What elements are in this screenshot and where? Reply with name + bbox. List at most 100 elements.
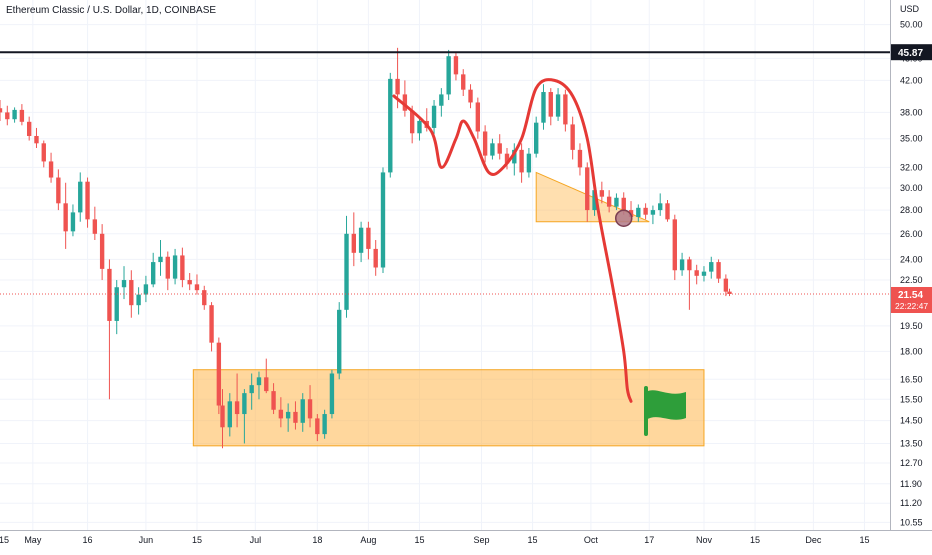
candle-body — [158, 256, 163, 263]
candles — [0, 47, 732, 449]
drawings — [0, 51, 890, 436]
x-tick-label: Aug — [360, 535, 376, 545]
x-tick-label: 15 — [859, 535, 869, 545]
resistance-price-tag — [891, 44, 932, 61]
candle-body — [417, 120, 422, 134]
last-price-tag — [891, 286, 932, 313]
x-tick-label: 15 — [750, 535, 760, 545]
candle-body — [709, 262, 714, 272]
candle-body — [34, 135, 39, 144]
candle-body — [534, 122, 539, 154]
y-tick-label: 24.00 — [900, 254, 923, 264]
candle-body — [194, 284, 200, 291]
support-zone-layer — [192, 171, 705, 447]
candle-body — [497, 143, 502, 154]
y-axis-unit: USD — [900, 4, 920, 14]
breakdown-marker — [614, 209, 633, 227]
candle-body — [344, 233, 349, 310]
candle-body — [70, 212, 76, 232]
candle-body — [202, 290, 207, 306]
candle-body — [614, 197, 619, 207]
candle-body — [278, 409, 284, 419]
candle-body — [643, 207, 648, 215]
y-tick-label: 50.00 — [900, 20, 923, 30]
candle-body — [307, 399, 313, 419]
candle-body — [570, 124, 575, 150]
x-tick-label: 15 — [0, 535, 9, 545]
x-tick-label: Oct — [584, 535, 599, 545]
candle-body — [165, 256, 170, 279]
candle-body — [504, 153, 510, 164]
resistance-price-label: 45.87 — [898, 48, 923, 59]
candle-body — [694, 270, 699, 276]
candle-body — [242, 393, 247, 415]
candle-body — [234, 401, 240, 415]
candle-body — [227, 401, 232, 428]
candle-body — [468, 89, 473, 103]
candle-body — [63, 203, 68, 232]
candle-body — [402, 94, 408, 111]
candle-body — [526, 153, 532, 173]
y-tick-label: 35.00 — [900, 134, 923, 144]
x-tick-label: 17 — [644, 535, 654, 545]
candle-body — [380, 172, 386, 268]
x-tick-label: 15 — [192, 535, 202, 545]
candle-body — [672, 219, 677, 271]
chart-title: Ethereum Classic / U.S. Dollar, 1D, COIN… — [6, 5, 217, 16]
candle-body — [461, 74, 466, 90]
x-tick-label: Jul — [250, 535, 262, 545]
candle-body — [136, 294, 141, 306]
candle-body — [482, 131, 488, 156]
candle-body — [727, 291, 732, 294]
last-price-label: 21.54 — [898, 290, 923, 301]
candle-body — [85, 181, 90, 220]
candle-body — [209, 305, 214, 343]
candle-body — [395, 78, 400, 95]
countdown-label: 22:22:47 — [895, 301, 928, 311]
y-tick-label: 32.00 — [900, 162, 923, 172]
candle-body — [337, 309, 342, 374]
y-tick-label: 13.50 — [900, 438, 923, 448]
candle-body — [285, 411, 291, 419]
candle-body — [716, 262, 721, 279]
x-tick-label: 15 — [528, 535, 538, 545]
candle-body — [585, 167, 590, 211]
candle-body — [19, 109, 25, 122]
candle-body — [519, 149, 524, 173]
candle-body — [606, 196, 612, 207]
x-tick-label: Nov — [696, 535, 713, 545]
candle-body — [92, 219, 98, 234]
candle-body — [315, 418, 320, 435]
y-tick-label: 28.00 — [900, 205, 923, 215]
candle-body — [300, 399, 305, 423]
candle-body — [129, 280, 134, 306]
gridlines — [0, 0, 890, 530]
y-tick-label: 11.20 — [900, 498, 922, 508]
flag-icon — [646, 390, 686, 420]
candle-body — [373, 248, 378, 268]
candle-body — [636, 207, 641, 218]
candle-body — [220, 405, 225, 428]
candle-body — [143, 284, 149, 295]
candle-body — [216, 342, 222, 406]
candle-body — [475, 102, 481, 132]
candle-body — [107, 268, 112, 321]
candle-body — [180, 255, 185, 281]
candle-body — [548, 92, 553, 117]
candle-body — [599, 190, 605, 197]
candle-body — [26, 121, 32, 136]
candle-body — [679, 259, 685, 271]
x-tick-label: 18 — [312, 535, 322, 545]
x-tick-label: Jun — [139, 535, 154, 545]
candle-body — [0, 108, 3, 113]
candle-body — [431, 105, 437, 128]
candle-body — [5, 112, 10, 120]
candle-body — [271, 391, 276, 410]
candle-body — [293, 411, 298, 423]
candle-body — [99, 233, 105, 269]
y-tick-label: 26.00 — [900, 229, 923, 239]
support-zone — [192, 369, 705, 447]
candle-body — [351, 233, 356, 253]
